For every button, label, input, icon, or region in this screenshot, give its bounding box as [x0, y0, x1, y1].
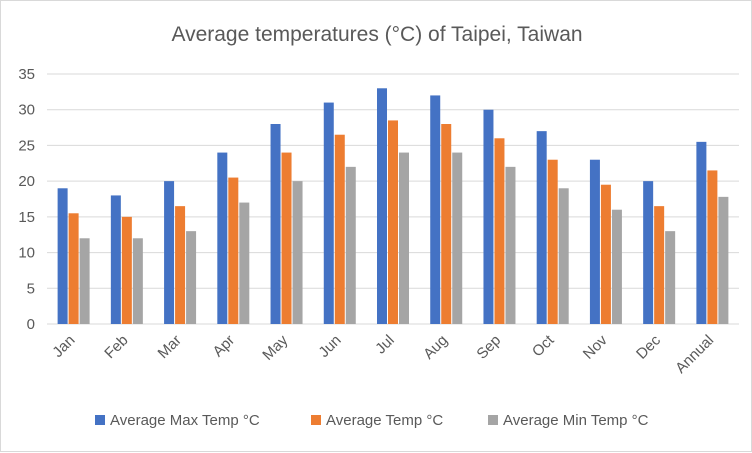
y-tick-label: 25: [18, 137, 35, 154]
bar-oct-series-2: [547, 159, 558, 324]
y-tick-label: 0: [27, 316, 35, 333]
x-tick-label: Oct: [529, 331, 558, 360]
bar-may-series-3: [292, 181, 303, 324]
bar-nov-series-1: [589, 159, 600, 324]
bar-may-series-1: [270, 124, 281, 324]
y-tick-label: 15: [18, 209, 35, 226]
bar-annual-series-2: [707, 170, 718, 324]
x-tick-label: Aug: [420, 332, 451, 363]
y-tick-label: 5: [27, 280, 35, 297]
legend-swatch: [311, 415, 321, 425]
legend-label: Average Max Temp °C: [110, 412, 260, 429]
bar-oct-series-3: [558, 188, 569, 324]
x-tick-label: Mar: [155, 332, 185, 362]
bar-dec-series-3: [665, 231, 676, 324]
bar-mar-series-3: [186, 231, 197, 324]
x-tick-label: Nov: [580, 331, 611, 362]
bar-dec-series-1: [643, 181, 654, 324]
x-tick-label: Annual: [672, 332, 717, 377]
bar-feb-series-1: [110, 195, 121, 324]
bar-jul-series-3: [399, 152, 409, 324]
bar-jul-series-1: [377, 88, 387, 325]
bar-jun-series-1: [323, 102, 334, 324]
legend-label: Average Temp °C: [326, 412, 443, 429]
bar-oct-series-1: [536, 131, 547, 324]
legend: Average Max Temp °C Average Temp °C Averag…: [95, 412, 649, 429]
x-tick-label: Sep: [473, 332, 504, 363]
x-tick-label: Jul: [372, 332, 398, 358]
bar-jun-series-3: [345, 166, 356, 324]
bars: [57, 88, 729, 325]
bar-jan-series-3: [79, 238, 90, 324]
bar-nov-series-2: [600, 184, 611, 324]
y-tick-label: 30: [18, 102, 35, 119]
chart-title: Average temperatures (°C) of Taipei, Tai…: [171, 23, 582, 46]
bar-may-series-2: [281, 152, 292, 324]
x-tick-label: Feb: [101, 332, 131, 362]
bar-mar-series-1: [164, 181, 175, 324]
bar-jan-series-1: [57, 188, 68, 324]
legend-swatch: [488, 415, 498, 425]
bar-sep-series-3: [505, 166, 516, 324]
legend-label: Average Min Temp °C: [503, 412, 649, 429]
x-tick-label: Jan: [49, 332, 78, 361]
x-axis-ticks: Jan Feb Mar Apr May Jun Jul Aug Sep Oct Nov Dec Annu…: [49, 331, 717, 377]
bar-apr-series-3: [239, 202, 250, 324]
bar-annual-series-1: [696, 141, 707, 324]
legend-swatch: [95, 415, 105, 425]
bar-apr-series-1: [217, 152, 228, 324]
bar-apr-series-2: [228, 177, 239, 324]
bar-feb-series-2: [121, 216, 132, 324]
x-tick-label: May: [259, 331, 291, 363]
bar-jul-series-2: [388, 120, 398, 324]
y-tick-label: 10: [18, 245, 35, 262]
x-tick-label: Apr: [210, 332, 239, 361]
y-tick-label: 35: [18, 66, 35, 83]
x-tick-label: Jun: [315, 332, 344, 361]
y-tick-label: 20: [18, 173, 35, 190]
bar-aug-series-3: [452, 152, 463, 324]
bar-jan-series-2: [68, 213, 79, 324]
bar-aug-series-1: [430, 95, 441, 324]
x-tick-label: Dec: [633, 331, 664, 362]
bar-mar-series-2: [175, 206, 186, 324]
bar-dec-series-2: [654, 206, 665, 324]
bar-jun-series-2: [334, 134, 345, 324]
bar-aug-series-2: [441, 124, 452, 324]
y-axis-ticks: 0 5 10 15 20 25 30 35: [18, 66, 35, 333]
bar-feb-series-3: [132, 238, 143, 324]
bar-sep-series-1: [483, 109, 494, 324]
bar-sep-series-2: [494, 138, 505, 324]
bar-annual-series-3: [718, 196, 729, 324]
bar-nov-series-3: [611, 209, 622, 324]
